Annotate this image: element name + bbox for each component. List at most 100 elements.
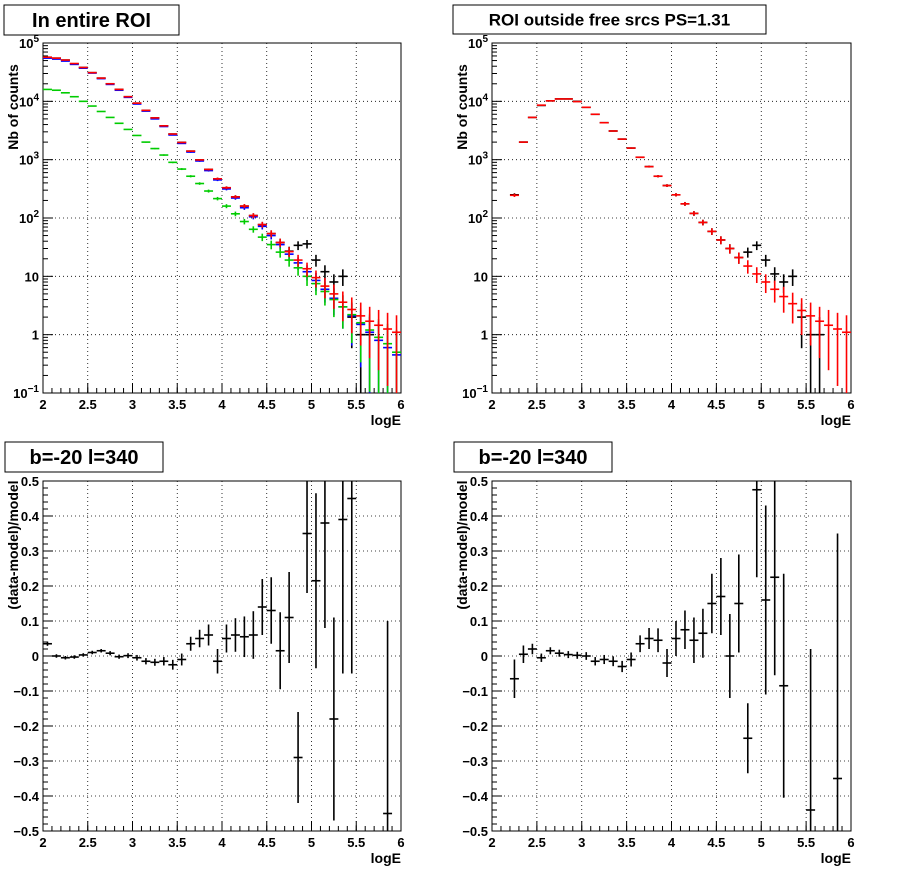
x-tick-label: 2 bbox=[39, 397, 46, 412]
chart-title: b=-20 l=340 bbox=[30, 447, 139, 469]
x-tick-label: 4.5 bbox=[707, 835, 725, 850]
data-point bbox=[96, 649, 106, 653]
data-point bbox=[590, 113, 600, 116]
data-point bbox=[392, 315, 401, 393]
data-point bbox=[230, 618, 240, 652]
data-point bbox=[743, 247, 753, 258]
data-point bbox=[752, 267, 762, 284]
data-point bbox=[293, 241, 303, 251]
x-tick-label: 5 bbox=[308, 835, 315, 850]
data-point bbox=[806, 649, 816, 831]
data-point bbox=[554, 649, 564, 657]
data-point bbox=[671, 193, 681, 197]
data-point bbox=[168, 133, 178, 135]
data-point bbox=[662, 649, 672, 677]
chart-title: ROI outside free srcs PS=1.31 bbox=[489, 11, 730, 30]
data-point bbox=[213, 177, 222, 180]
x-tick-label: 2.5 bbox=[79, 835, 97, 850]
x-tick-label: 3 bbox=[129, 397, 136, 412]
data-point bbox=[123, 653, 133, 659]
y-tick-label: 10−1 bbox=[462, 384, 488, 401]
y-axis: −0.5 −0.4 −0.3 −0.2 −0.1 0 0.1 0.2 0.3 0.4 0.5(dat… bbox=[454, 474, 851, 839]
data-point bbox=[168, 161, 178, 164]
data-point bbox=[581, 652, 591, 660]
data-point bbox=[734, 554, 744, 653]
data-point bbox=[123, 128, 133, 131]
data-point bbox=[114, 654, 124, 659]
y-tick-label: −0.4 bbox=[13, 789, 39, 804]
y-tick-label: −0.1 bbox=[13, 684, 39, 699]
data-point bbox=[383, 312, 393, 386]
data-point bbox=[617, 660, 627, 673]
data-point bbox=[159, 125, 169, 127]
data-point bbox=[275, 247, 285, 258]
data-point bbox=[347, 297, 357, 334]
data-point bbox=[248, 213, 258, 219]
data-point bbox=[545, 647, 555, 655]
data-point bbox=[159, 154, 169, 156]
data-point bbox=[518, 645, 528, 663]
data-point bbox=[222, 204, 231, 209]
y-tick-label: 104 bbox=[468, 92, 488, 109]
data-point bbox=[833, 312, 843, 386]
data-point bbox=[320, 265, 330, 281]
data-point bbox=[222, 624, 231, 653]
data-point bbox=[707, 573, 717, 634]
data-point bbox=[356, 302, 366, 346]
data-point bbox=[788, 292, 798, 324]
y-axis-label: (data-model)/model bbox=[5, 480, 21, 609]
data-point bbox=[518, 141, 528, 143]
x-tick-label: 2 bbox=[39, 835, 46, 850]
data-point bbox=[275, 238, 285, 247]
x-tick-label: 4.5 bbox=[258, 397, 276, 412]
data-point bbox=[743, 703, 753, 774]
data-point bbox=[329, 284, 339, 309]
x-tick-label: 5.5 bbox=[797, 835, 815, 850]
data-point bbox=[96, 110, 106, 113]
y-tick-label: 102 bbox=[19, 209, 39, 226]
data-point bbox=[599, 654, 609, 665]
data-point bbox=[266, 230, 276, 238]
data-point bbox=[302, 239, 312, 249]
x-tick-label: 6 bbox=[397, 397, 404, 412]
data-point bbox=[581, 106, 591, 109]
data-point bbox=[707, 228, 717, 235]
data-point bbox=[150, 117, 160, 119]
data-point bbox=[239, 204, 249, 209]
x-tick-label: 3 bbox=[578, 835, 585, 850]
y-tick-label: 0.3 bbox=[470, 544, 488, 559]
y-tick-label: 0.2 bbox=[21, 579, 39, 594]
y-tick-label: 0.4 bbox=[21, 509, 40, 524]
data-point bbox=[150, 147, 160, 150]
data-point bbox=[132, 654, 142, 661]
data-point bbox=[230, 211, 240, 217]
data-point bbox=[815, 306, 825, 359]
x-tick-label: 5 bbox=[758, 835, 765, 850]
x-tick-label: 3 bbox=[578, 397, 585, 412]
data-point bbox=[186, 636, 196, 651]
y-tick-label: −0.3 bbox=[462, 754, 488, 769]
data-point bbox=[635, 156, 645, 159]
data-point bbox=[608, 656, 618, 667]
data-point bbox=[204, 168, 214, 171]
x-tick-label: 3 bbox=[129, 835, 136, 850]
data-point bbox=[680, 610, 690, 649]
data-point bbox=[293, 254, 303, 267]
data-point bbox=[257, 221, 267, 228]
data-point bbox=[698, 608, 708, 658]
x-tick-label: 6 bbox=[397, 835, 404, 850]
data-point bbox=[320, 277, 330, 299]
y-tick-label: 0.1 bbox=[470, 614, 488, 629]
data-point bbox=[752, 241, 762, 251]
series-1 bbox=[43, 481, 393, 831]
x-tick-label: 2.5 bbox=[528, 835, 546, 850]
data-point bbox=[105, 116, 115, 119]
y-tick-label: 0 bbox=[481, 649, 488, 664]
y-tick-label: 1 bbox=[32, 328, 39, 343]
y-tick-label: −0.2 bbox=[13, 719, 39, 734]
series-4 bbox=[43, 56, 401, 393]
data-point bbox=[644, 628, 654, 649]
y-tick-label: 104 bbox=[19, 92, 39, 109]
